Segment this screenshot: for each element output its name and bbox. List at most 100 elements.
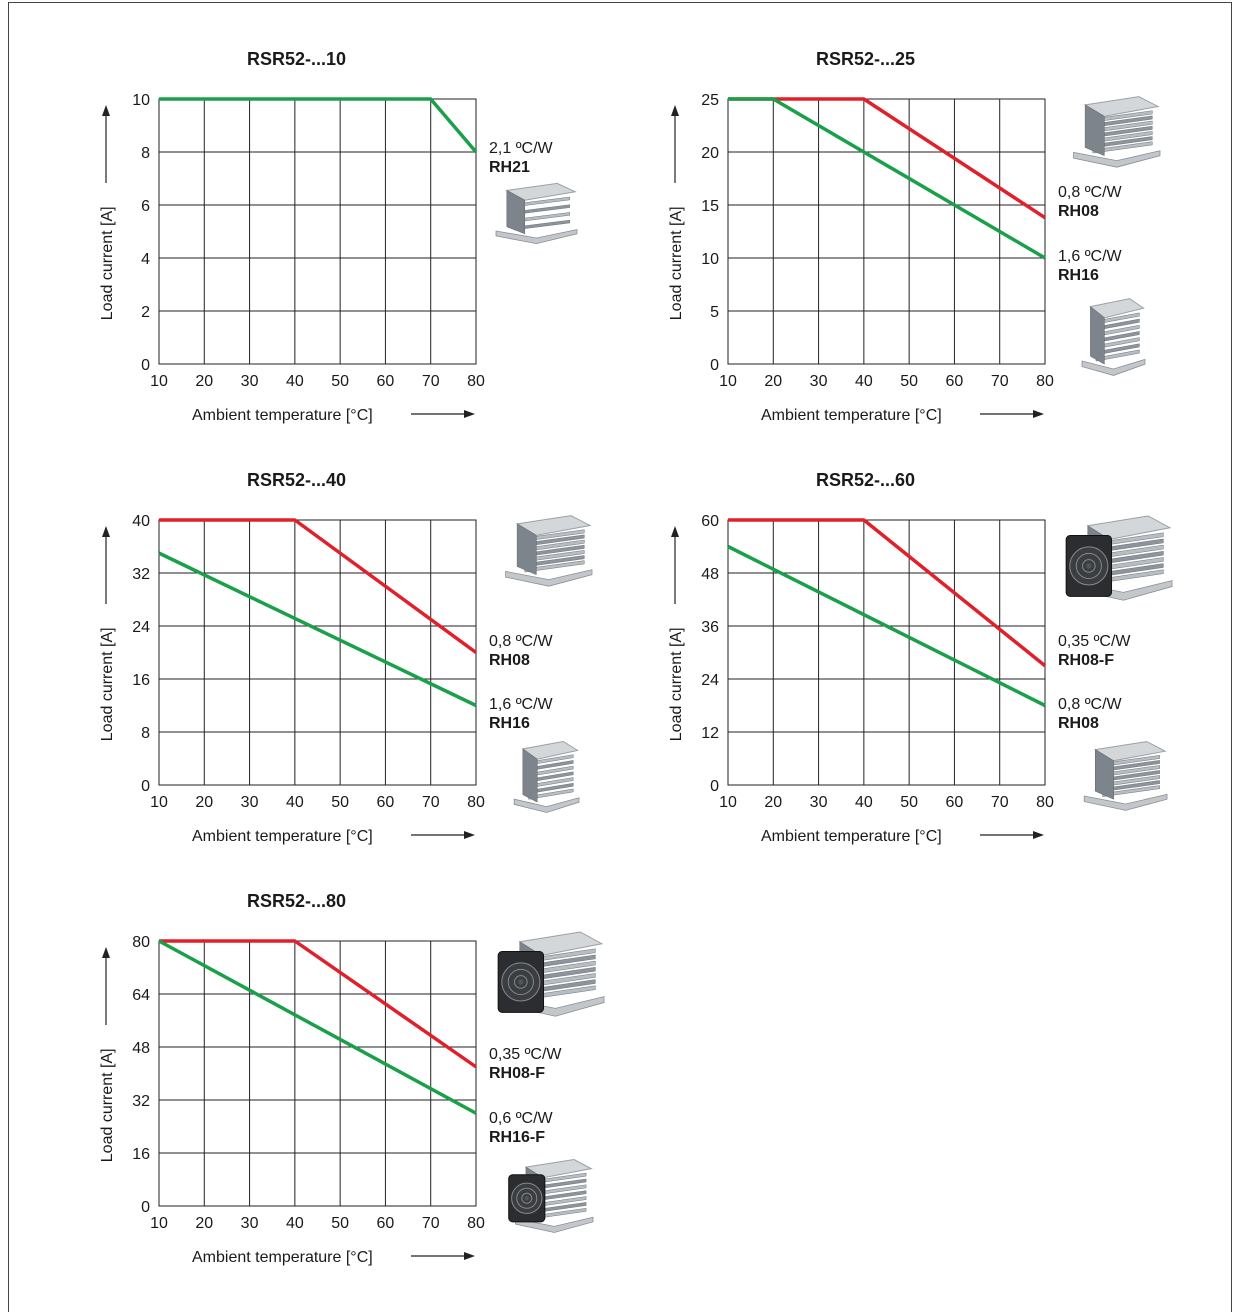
x-axis-label: Ambient temperature [°C] xyxy=(761,828,942,845)
y-tick-label: 12 xyxy=(701,725,719,742)
y-tick-label: 80 xyxy=(132,934,150,951)
x-axis-label: Ambient temperature [°C] xyxy=(192,828,373,845)
x-tick-label: 10 xyxy=(150,794,168,811)
heatsink-small-icon xyxy=(496,183,577,243)
chart-title: RSR52-...60 xyxy=(816,470,915,490)
chart-title: RSR52-...80 xyxy=(247,891,346,911)
heatsink-code: RH08 xyxy=(1058,202,1122,221)
x-tick-label: 70 xyxy=(991,373,1009,390)
y-tick-label: 8 xyxy=(141,145,150,162)
x-tick-label: 10 xyxy=(150,1215,168,1232)
x-tick-label: 10 xyxy=(719,373,737,390)
y-tick-label: 8 xyxy=(141,725,150,742)
chart-title: RSR52-...25 xyxy=(816,49,915,69)
x-tick-label: 40 xyxy=(855,794,873,811)
heatsink-wide-icon xyxy=(506,516,592,587)
heatsink-label: 2,1 ºC/W RH21 xyxy=(489,139,553,177)
x-axis-arrowhead xyxy=(1033,410,1044,418)
x-tick-label: 70 xyxy=(422,794,440,811)
heatsink-fan-icon xyxy=(1066,516,1172,600)
heatsink-code: RH16 xyxy=(489,714,553,733)
heatsink-label: 0,35 ºC/W RH08-F xyxy=(489,1045,562,1083)
series-line-rh16 xyxy=(728,99,1045,258)
y-axis-arrowhead xyxy=(102,526,110,537)
y-tick-label: 20 xyxy=(701,145,719,162)
y-tick-label: 0 xyxy=(141,1199,150,1216)
heatsink-code: RH08 xyxy=(489,651,553,670)
x-tick-label: 60 xyxy=(946,373,964,390)
y-tick-label: 4 xyxy=(141,251,150,268)
x-axis-label: Ambient temperature [°C] xyxy=(192,407,373,424)
plot-frame xyxy=(159,941,476,1206)
heatsink-label: 1,6 ºC/W RH16 xyxy=(1058,247,1122,285)
x-tick-label: 30 xyxy=(241,373,259,390)
x-tick-label: 80 xyxy=(1036,794,1054,811)
x-tick-label: 50 xyxy=(331,794,349,811)
x-axis-arrowhead xyxy=(464,1252,475,1260)
x-tick-label: 30 xyxy=(241,1215,259,1232)
fan-hub xyxy=(525,1196,529,1200)
x-tick-label: 60 xyxy=(377,1215,395,1232)
y-axis-arrowhead xyxy=(102,947,110,958)
y-axis-label: Load current [A] xyxy=(668,206,685,320)
x-tick-label: 20 xyxy=(764,794,782,811)
x-tick-label: 30 xyxy=(810,794,828,811)
heatsink-wide-icon xyxy=(1084,742,1167,811)
y-tick-label: 24 xyxy=(701,672,719,689)
x-tick-label: 30 xyxy=(810,373,828,390)
x-tick-label: 20 xyxy=(195,794,213,811)
x-axis-label: Ambient temperature [°C] xyxy=(192,1249,373,1266)
y-axis-label: Load current [A] xyxy=(668,627,685,741)
heatsink-thermal-resistance: 0,6 ºC/W xyxy=(489,1110,553,1127)
x-tick-label: 20 xyxy=(195,1215,213,1232)
series-line-rh16-f xyxy=(159,941,476,1113)
x-tick-label: 10 xyxy=(150,373,168,390)
x-tick-label: 40 xyxy=(286,794,304,811)
heatsink-label: 0,35 ºC/W RH08-F xyxy=(1058,632,1131,670)
fan-hub xyxy=(518,979,523,984)
y-tick-label: 32 xyxy=(132,566,150,583)
x-axis-arrowhead xyxy=(464,410,475,418)
series-line-rh21 xyxy=(159,99,476,152)
x-tick-label: 60 xyxy=(377,794,395,811)
x-axis-arrowhead xyxy=(1033,831,1044,839)
y-tick-label: 0 xyxy=(141,357,150,374)
heatsink-label: 1,6 ºC/W RH16 xyxy=(489,695,553,733)
x-tick-label: 20 xyxy=(764,373,782,390)
heatsink-thermal-resistance: 0,35 ºC/W xyxy=(489,1046,562,1063)
chart-title: RSR52-...10 xyxy=(247,49,346,69)
x-tick-label: 80 xyxy=(467,1215,485,1232)
heatsink-mounting-rail xyxy=(1074,151,1160,167)
y-tick-label: 0 xyxy=(141,778,150,795)
x-tick-label: 50 xyxy=(900,373,918,390)
x-tick-label: 50 xyxy=(331,373,349,390)
y-tick-label: 32 xyxy=(132,1093,150,1110)
y-axis-label: Load current [A] xyxy=(99,206,116,320)
x-tick-label: 80 xyxy=(467,794,485,811)
y-tick-label: 6 xyxy=(141,198,150,215)
x-tick-label: 80 xyxy=(467,373,485,390)
x-tick-label: 60 xyxy=(377,373,395,390)
x-tick-label: 40 xyxy=(286,1215,304,1232)
y-tick-label: 25 xyxy=(701,92,719,109)
heatsink-fan-icon xyxy=(498,932,604,1016)
heatsink-thermal-resistance: 1,6 ºC/W xyxy=(489,696,553,713)
x-tick-label: 40 xyxy=(286,373,304,390)
x-tick-label: 80 xyxy=(1036,373,1054,390)
derating-chart-1: RSR52-...10 10 20 30 40 50 60 70 80 0 2 4 6 8 10 Ambien… xyxy=(99,49,577,424)
heatsink-mounting-rail xyxy=(1082,359,1145,375)
series-line-rh08-f xyxy=(728,520,1045,666)
series-line-rh08-f xyxy=(159,941,476,1067)
y-axis-arrowhead xyxy=(102,105,110,116)
heatsink-tall-icon xyxy=(1082,299,1145,376)
y-tick-label: 64 xyxy=(132,987,150,1004)
heatsink-code: RH08-F xyxy=(489,1064,562,1083)
y-axis-label: Load current [A] xyxy=(99,627,116,741)
x-tick-label: 70 xyxy=(991,794,1009,811)
heatsink-label: 0,8 ºC/W RH08 xyxy=(1058,183,1122,221)
x-tick-label: 30 xyxy=(241,794,259,811)
y-tick-label: 2 xyxy=(141,304,150,321)
fan-hub xyxy=(1086,563,1091,568)
x-tick-label: 70 xyxy=(422,373,440,390)
x-tick-label: 40 xyxy=(855,373,873,390)
